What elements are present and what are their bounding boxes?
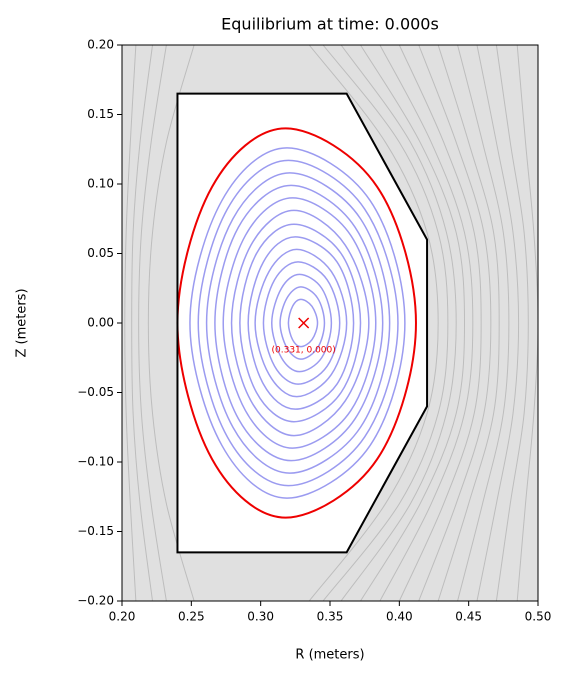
vacuum-contour	[308, 45, 439, 601]
wall	[176, 92, 429, 554]
y-tick-label: −0.05	[77, 385, 114, 399]
x-tick-label: 0.50	[525, 610, 552, 624]
vacuum-contour	[437, 45, 500, 601]
vacuum-contour	[476, 45, 520, 601]
magnetic-axis	[298, 317, 310, 329]
flux-surface	[205, 172, 391, 474]
vacuum-contour	[495, 45, 529, 601]
separatrix	[176, 127, 417, 519]
y-tick-label: 0.00	[87, 316, 114, 330]
vacuum-contour	[138, 45, 167, 601]
x-tick-label: 0.35	[317, 610, 344, 624]
vacuum-contour	[379, 45, 474, 601]
x-tick-label: 0.40	[386, 610, 413, 624]
vacuum-contour	[398, 45, 482, 601]
flux-surface	[247, 236, 355, 410]
y-tick-label: −0.10	[77, 455, 114, 469]
magnetic-axis-label: (0.331, 0.000)	[272, 346, 336, 356]
flux-surface	[214, 184, 384, 462]
flux-surface	[197, 159, 399, 487]
flux-surface	[287, 298, 319, 348]
flux-surface	[189, 147, 406, 499]
vacuum-contour	[360, 45, 466, 601]
vacuum-contour	[131, 45, 154, 601]
x-tick-label: 0.25	[178, 610, 205, 624]
vacuum-contour	[124, 45, 137, 601]
vacuum-contour	[418, 45, 492, 601]
flux-surface	[262, 261, 341, 385]
flux-surface	[230, 209, 370, 437]
chart-title: Equilibrium at time: 0.000s	[221, 15, 439, 34]
y-tick-label: −0.20	[77, 594, 114, 608]
y-tick-label: 0.20	[87, 38, 114, 52]
vacuum-contour	[516, 45, 538, 601]
flux-surface	[271, 273, 333, 373]
x-tick-label: 0.20	[109, 610, 136, 624]
x-tick-label: 0.30	[247, 610, 274, 624]
flux-surface	[239, 223, 362, 423]
x-tick-label: 0.45	[455, 610, 482, 624]
plot-area: (0.331, 0.000)	[122, 45, 538, 601]
vacuum-contour	[322, 45, 449, 601]
y-axis-label: Z (meters)	[15, 288, 30, 357]
flux-surface	[222, 197, 377, 449]
flux-surface	[254, 248, 348, 398]
y-tick-label: 0.05	[87, 246, 114, 260]
vacuum-contour	[147, 45, 195, 601]
y-tick-label: 0.10	[87, 177, 114, 191]
vacuum-contour	[340, 45, 457, 601]
y-tick-label: 0.15	[87, 107, 114, 121]
x-axis-label: R (meters)	[295, 648, 364, 663]
flux-surface	[279, 286, 326, 360]
y-tick-label: −0.15	[77, 524, 114, 538]
vacuum-contour	[457, 45, 510, 601]
